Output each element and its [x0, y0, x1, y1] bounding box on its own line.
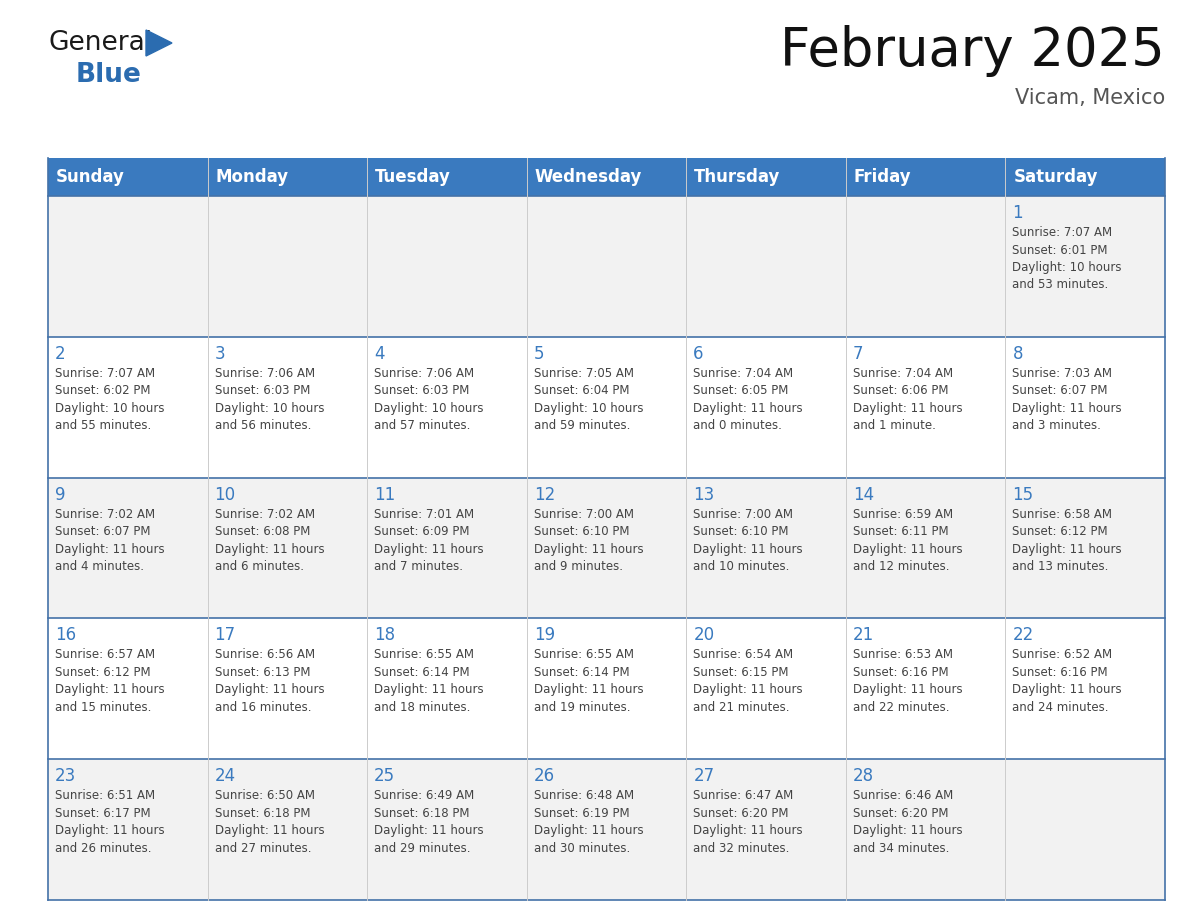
Text: February 2025: February 2025 — [781, 25, 1165, 77]
Text: Sunrise: 6:52 AM
Sunset: 6:16 PM
Daylight: 11 hours
and 24 minutes.: Sunrise: 6:52 AM Sunset: 6:16 PM Dayligh… — [1012, 648, 1121, 714]
Text: Sunrise: 6:48 AM
Sunset: 6:19 PM
Daylight: 11 hours
and 30 minutes.: Sunrise: 6:48 AM Sunset: 6:19 PM Dayligh… — [533, 789, 644, 855]
Text: Sunrise: 7:04 AM
Sunset: 6:05 PM
Daylight: 11 hours
and 0 minutes.: Sunrise: 7:04 AM Sunset: 6:05 PM Dayligh… — [694, 367, 803, 432]
Text: Sunrise: 7:03 AM
Sunset: 6:07 PM
Daylight: 11 hours
and 3 minutes.: Sunrise: 7:03 AM Sunset: 6:07 PM Dayligh… — [1012, 367, 1121, 432]
Text: Sunrise: 7:07 AM
Sunset: 6:02 PM
Daylight: 10 hours
and 55 minutes.: Sunrise: 7:07 AM Sunset: 6:02 PM Dayligh… — [55, 367, 164, 432]
Text: Monday: Monday — [215, 168, 289, 186]
Text: Sunrise: 7:07 AM
Sunset: 6:01 PM
Daylight: 10 hours
and 53 minutes.: Sunrise: 7:07 AM Sunset: 6:01 PM Dayligh… — [1012, 226, 1121, 292]
Text: Friday: Friday — [854, 168, 911, 186]
Text: 14: 14 — [853, 486, 874, 504]
Text: 25: 25 — [374, 767, 396, 785]
Text: Sunrise: 7:00 AM
Sunset: 6:10 PM
Daylight: 11 hours
and 10 minutes.: Sunrise: 7:00 AM Sunset: 6:10 PM Dayligh… — [694, 508, 803, 573]
Text: Tuesday: Tuesday — [375, 168, 451, 186]
Text: 15: 15 — [1012, 486, 1034, 504]
Text: General: General — [48, 30, 152, 56]
Text: Sunday: Sunday — [56, 168, 125, 186]
Bar — [48, 619, 1165, 759]
Bar — [48, 158, 1165, 196]
Text: 20: 20 — [694, 626, 714, 644]
Text: Sunrise: 6:47 AM
Sunset: 6:20 PM
Daylight: 11 hours
and 32 minutes.: Sunrise: 6:47 AM Sunset: 6:20 PM Dayligh… — [694, 789, 803, 855]
Text: Sunrise: 7:01 AM
Sunset: 6:09 PM
Daylight: 11 hours
and 7 minutes.: Sunrise: 7:01 AM Sunset: 6:09 PM Dayligh… — [374, 508, 484, 573]
Text: 23: 23 — [55, 767, 76, 785]
Text: Thursday: Thursday — [694, 168, 781, 186]
Text: Sunrise: 7:02 AM
Sunset: 6:08 PM
Daylight: 11 hours
and 6 minutes.: Sunrise: 7:02 AM Sunset: 6:08 PM Dayligh… — [215, 508, 324, 573]
Text: 28: 28 — [853, 767, 874, 785]
Text: 7: 7 — [853, 345, 864, 363]
Text: Sunrise: 6:55 AM
Sunset: 6:14 PM
Daylight: 11 hours
and 19 minutes.: Sunrise: 6:55 AM Sunset: 6:14 PM Dayligh… — [533, 648, 644, 714]
Bar — [48, 759, 1165, 900]
Text: Sunrise: 7:06 AM
Sunset: 6:03 PM
Daylight: 10 hours
and 57 minutes.: Sunrise: 7:06 AM Sunset: 6:03 PM Dayligh… — [374, 367, 484, 432]
Text: 19: 19 — [533, 626, 555, 644]
Text: 16: 16 — [55, 626, 76, 644]
Text: Sunrise: 7:02 AM
Sunset: 6:07 PM
Daylight: 11 hours
and 4 minutes.: Sunrise: 7:02 AM Sunset: 6:07 PM Dayligh… — [55, 508, 165, 573]
Text: 13: 13 — [694, 486, 714, 504]
Text: Sunrise: 6:46 AM
Sunset: 6:20 PM
Daylight: 11 hours
and 34 minutes.: Sunrise: 6:46 AM Sunset: 6:20 PM Dayligh… — [853, 789, 962, 855]
Text: 18: 18 — [374, 626, 396, 644]
Text: 6: 6 — [694, 345, 703, 363]
Text: 27: 27 — [694, 767, 714, 785]
Text: Sunrise: 6:57 AM
Sunset: 6:12 PM
Daylight: 11 hours
and 15 minutes.: Sunrise: 6:57 AM Sunset: 6:12 PM Dayligh… — [55, 648, 165, 714]
Text: 10: 10 — [215, 486, 235, 504]
Text: 5: 5 — [533, 345, 544, 363]
Bar — [48, 477, 1165, 619]
Text: Saturday: Saturday — [1013, 168, 1098, 186]
Text: 21: 21 — [853, 626, 874, 644]
Text: 12: 12 — [533, 486, 555, 504]
Text: Sunrise: 7:04 AM
Sunset: 6:06 PM
Daylight: 11 hours
and 1 minute.: Sunrise: 7:04 AM Sunset: 6:06 PM Dayligh… — [853, 367, 962, 432]
Text: Blue: Blue — [76, 62, 141, 88]
Text: Wednesday: Wednesday — [535, 168, 642, 186]
Text: Sunrise: 6:55 AM
Sunset: 6:14 PM
Daylight: 11 hours
and 18 minutes.: Sunrise: 6:55 AM Sunset: 6:14 PM Dayligh… — [374, 648, 484, 714]
Text: Sunrise: 6:54 AM
Sunset: 6:15 PM
Daylight: 11 hours
and 21 minutes.: Sunrise: 6:54 AM Sunset: 6:15 PM Dayligh… — [694, 648, 803, 714]
Text: 8: 8 — [1012, 345, 1023, 363]
Text: 1: 1 — [1012, 204, 1023, 222]
Text: 4: 4 — [374, 345, 385, 363]
Text: 24: 24 — [215, 767, 235, 785]
Text: Sunrise: 6:56 AM
Sunset: 6:13 PM
Daylight: 11 hours
and 16 minutes.: Sunrise: 6:56 AM Sunset: 6:13 PM Dayligh… — [215, 648, 324, 714]
Text: Vicam, Mexico: Vicam, Mexico — [1015, 88, 1165, 108]
Text: Sunrise: 6:53 AM
Sunset: 6:16 PM
Daylight: 11 hours
and 22 minutes.: Sunrise: 6:53 AM Sunset: 6:16 PM Dayligh… — [853, 648, 962, 714]
Text: Sunrise: 6:50 AM
Sunset: 6:18 PM
Daylight: 11 hours
and 27 minutes.: Sunrise: 6:50 AM Sunset: 6:18 PM Dayligh… — [215, 789, 324, 855]
Text: 22: 22 — [1012, 626, 1034, 644]
Text: Sunrise: 7:06 AM
Sunset: 6:03 PM
Daylight: 10 hours
and 56 minutes.: Sunrise: 7:06 AM Sunset: 6:03 PM Dayligh… — [215, 367, 324, 432]
Text: Sunrise: 7:05 AM
Sunset: 6:04 PM
Daylight: 10 hours
and 59 minutes.: Sunrise: 7:05 AM Sunset: 6:04 PM Dayligh… — [533, 367, 643, 432]
Text: 2: 2 — [55, 345, 65, 363]
Text: Sunrise: 7:00 AM
Sunset: 6:10 PM
Daylight: 11 hours
and 9 minutes.: Sunrise: 7:00 AM Sunset: 6:10 PM Dayligh… — [533, 508, 644, 573]
Text: Sunrise: 6:59 AM
Sunset: 6:11 PM
Daylight: 11 hours
and 12 minutes.: Sunrise: 6:59 AM Sunset: 6:11 PM Dayligh… — [853, 508, 962, 573]
Bar — [48, 337, 1165, 477]
Text: 26: 26 — [533, 767, 555, 785]
Polygon shape — [146, 30, 172, 56]
Text: 3: 3 — [215, 345, 226, 363]
Text: 17: 17 — [215, 626, 235, 644]
Text: Sunrise: 6:49 AM
Sunset: 6:18 PM
Daylight: 11 hours
and 29 minutes.: Sunrise: 6:49 AM Sunset: 6:18 PM Dayligh… — [374, 789, 484, 855]
Text: Sunrise: 6:51 AM
Sunset: 6:17 PM
Daylight: 11 hours
and 26 minutes.: Sunrise: 6:51 AM Sunset: 6:17 PM Dayligh… — [55, 789, 165, 855]
Text: 9: 9 — [55, 486, 65, 504]
Text: 11: 11 — [374, 486, 396, 504]
Text: Sunrise: 6:58 AM
Sunset: 6:12 PM
Daylight: 11 hours
and 13 minutes.: Sunrise: 6:58 AM Sunset: 6:12 PM Dayligh… — [1012, 508, 1121, 573]
Bar — [48, 196, 1165, 337]
